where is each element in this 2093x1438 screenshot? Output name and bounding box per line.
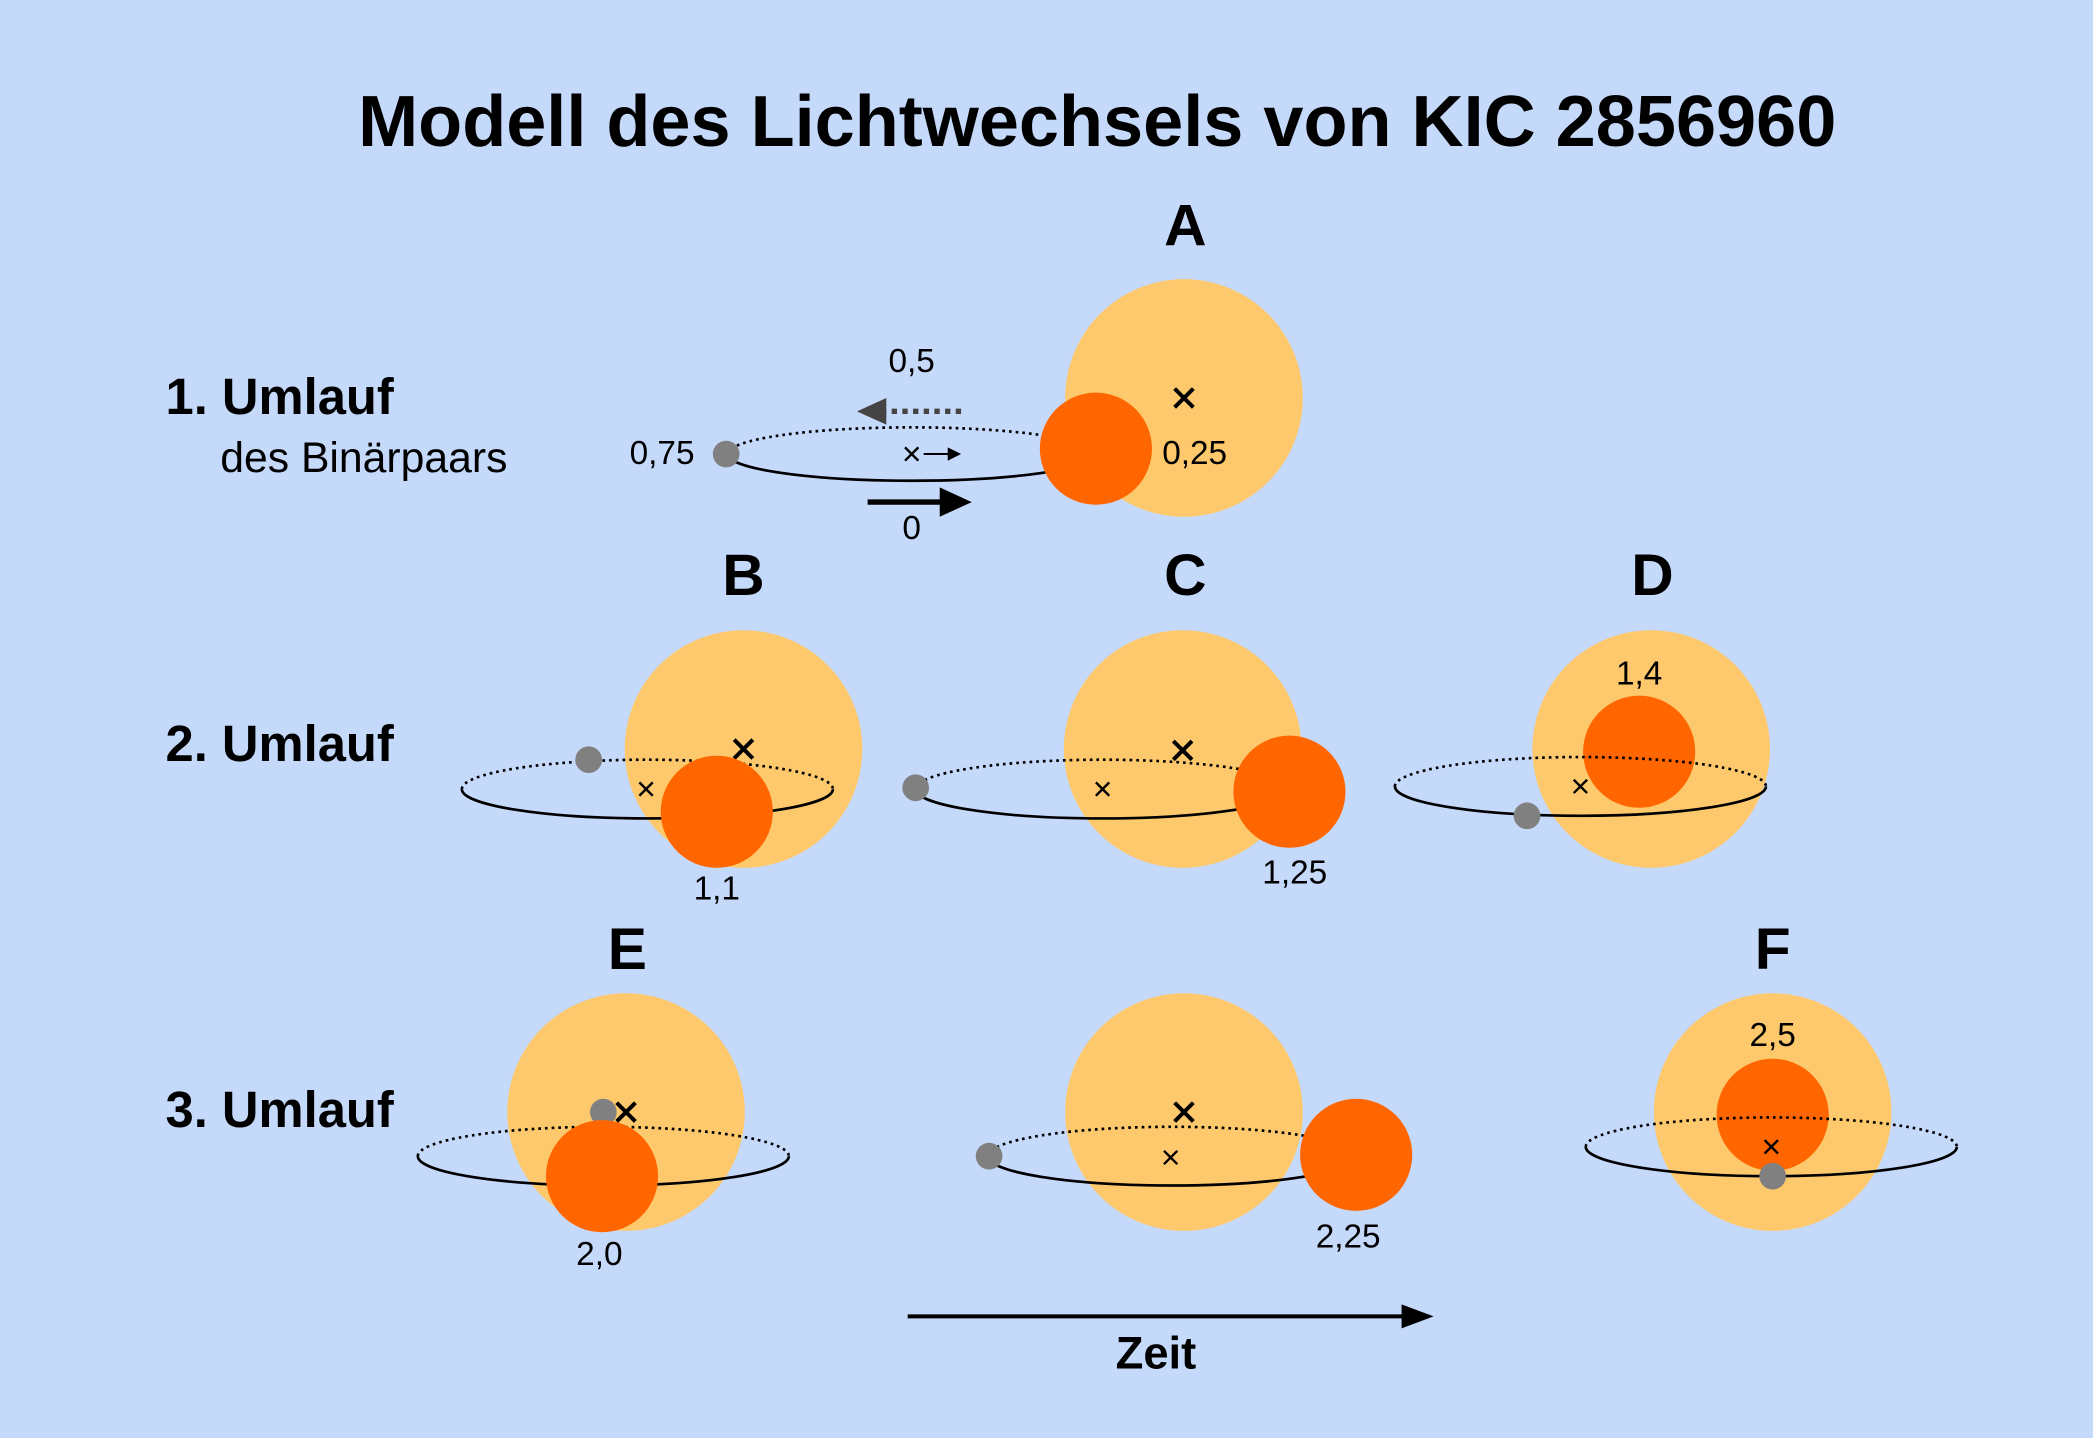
orbit-front bbox=[460, 788, 835, 820]
phase-label: 1,1 bbox=[694, 870, 740, 907]
center-mark bbox=[1171, 739, 1194, 762]
secondary-star bbox=[1583, 695, 1696, 808]
binary-component bbox=[1759, 1162, 1786, 1190]
orbit-front bbox=[1393, 786, 1768, 818]
secondary-star bbox=[1300, 1098, 1413, 1211]
arrow-head bbox=[1401, 1304, 1434, 1329]
row-label: 3. Umlauf bbox=[166, 1081, 394, 1138]
panel-label: C bbox=[1164, 543, 1206, 608]
panels: A B C D E F bbox=[416, 193, 1959, 1233]
phase-label: 2,0 bbox=[576, 1236, 622, 1273]
row-sublabel: des Binärpaars bbox=[220, 434, 507, 482]
panel-label: F bbox=[1755, 917, 1791, 982]
panel-label: A bbox=[1164, 193, 1206, 258]
binary-component bbox=[712, 440, 740, 468]
panel-label: E bbox=[608, 917, 647, 982]
row-label: 2. Umlauf bbox=[166, 715, 394, 772]
panel-label: B bbox=[722, 543, 764, 608]
center-mark bbox=[732, 738, 755, 760]
secondary-star bbox=[660, 755, 773, 868]
title: Modell des Lichtwechsels von KIC 2856960 bbox=[358, 82, 1836, 162]
phase-label: 2,5 bbox=[1749, 1017, 1795, 1054]
arrow-head bbox=[939, 487, 972, 517]
phase-label: 0,25 bbox=[1162, 435, 1227, 472]
center-mark bbox=[1095, 781, 1111, 797]
secondary-star bbox=[545, 1120, 659, 1233]
phase-label: 2,25 bbox=[1316, 1219, 1381, 1256]
row-label: 1. Umlauf bbox=[166, 368, 394, 425]
center-mark bbox=[1763, 1139, 1779, 1155]
binary-component bbox=[1513, 802, 1541, 830]
center-mark bbox=[1173, 387, 1195, 409]
secondary-star bbox=[1039, 392, 1152, 505]
phase-label: 0,75 bbox=[630, 435, 695, 472]
center-mark bbox=[904, 446, 920, 462]
arrow-head bbox=[856, 397, 887, 425]
center-mark bbox=[1163, 1149, 1179, 1166]
panel-label: D bbox=[1631, 543, 1673, 608]
binary-component bbox=[975, 1142, 1003, 1170]
arrow-head bbox=[947, 447, 962, 461]
secondary-star bbox=[1716, 1058, 1829, 1171]
center-mark bbox=[1173, 1101, 1195, 1123]
time-label: Zeit bbox=[1116, 1327, 1197, 1378]
phase-label: 0 bbox=[902, 510, 921, 547]
center-mark bbox=[1572, 778, 1588, 794]
phase-label: 1,25 bbox=[1262, 854, 1327, 891]
binary-component bbox=[575, 746, 603, 774]
center-mark bbox=[615, 1101, 637, 1123]
secondary-star bbox=[1233, 735, 1346, 848]
binary-component bbox=[902, 774, 930, 802]
phase-label: 0,5 bbox=[888, 343, 934, 380]
phase-label: 1,4 bbox=[1616, 655, 1662, 692]
center-mark bbox=[638, 781, 654, 797]
binary-component bbox=[589, 1098, 617, 1126]
